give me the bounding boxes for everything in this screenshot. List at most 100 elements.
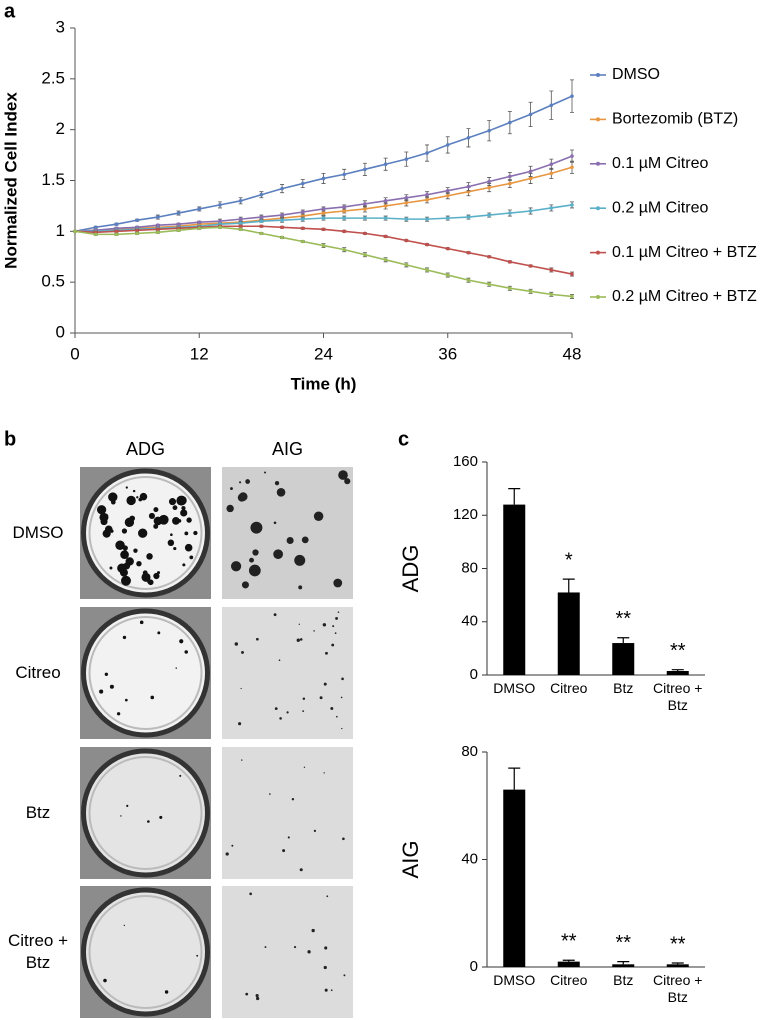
colony — [126, 495, 136, 506]
colony — [245, 479, 250, 484]
colony — [150, 695, 155, 700]
colony — [255, 994, 259, 998]
point — [156, 230, 160, 235]
colony — [122, 545, 128, 551]
point — [363, 231, 367, 236]
point — [383, 162, 388, 167]
legend-marker — [596, 73, 600, 77]
point — [487, 213, 491, 217]
point — [383, 216, 388, 220]
colony — [241, 650, 244, 654]
colony — [278, 659, 281, 662]
colony — [120, 550, 129, 560]
y-tick-label: 80 — [461, 559, 478, 576]
point — [218, 203, 222, 207]
point — [238, 227, 243, 232]
colony — [147, 820, 150, 823]
image-bg — [222, 467, 353, 599]
colony — [121, 575, 131, 586]
colony — [241, 581, 249, 589]
x-tick-label: DMSO — [493, 680, 536, 696]
well-rim — [88, 895, 203, 1009]
significance-label: ** — [615, 932, 631, 954]
colony — [138, 497, 143, 502]
image-bg — [222, 747, 353, 879]
point — [363, 216, 367, 220]
adg-image — [80, 747, 211, 879]
point — [93, 232, 98, 237]
point — [508, 286, 512, 291]
well-rim — [88, 756, 203, 870]
point — [280, 186, 284, 191]
point — [445, 193, 450, 198]
colony — [184, 531, 189, 536]
colony — [286, 536, 294, 545]
colony — [139, 620, 144, 625]
point — [197, 226, 202, 231]
colony — [237, 493, 246, 502]
colony — [121, 528, 128, 534]
y-tick-label: 2 — [56, 119, 65, 138]
colony — [177, 519, 182, 523]
point — [549, 268, 554, 272]
colony — [184, 543, 193, 552]
point — [528, 112, 533, 117]
colony — [319, 696, 323, 700]
point — [425, 217, 429, 221]
colony — [176, 495, 187, 506]
point — [363, 207, 367, 211]
point — [570, 203, 574, 207]
point — [176, 228, 181, 233]
colony — [230, 561, 242, 572]
point — [487, 128, 491, 133]
point — [570, 154, 574, 158]
error-bar — [562, 578, 575, 593]
point — [238, 221, 243, 225]
point — [135, 228, 139, 233]
point — [487, 254, 491, 259]
colony — [264, 946, 267, 948]
point — [259, 215, 264, 219]
x-tick-label: Btz — [613, 680, 634, 696]
colony — [340, 696, 343, 699]
bar — [503, 504, 526, 675]
point — [570, 294, 574, 299]
point — [135, 231, 139, 236]
well — [81, 887, 210, 1017]
point — [259, 192, 264, 197]
point — [342, 205, 347, 209]
colony — [146, 553, 153, 560]
row-label: DMSO — [12, 523, 64, 542]
colony — [115, 540, 125, 551]
colony — [159, 815, 163, 819]
colony — [249, 557, 254, 563]
point — [425, 198, 429, 202]
colony — [274, 707, 278, 711]
well-rim — [88, 476, 203, 590]
point — [114, 222, 119, 227]
colony — [96, 505, 107, 515]
colony — [189, 555, 194, 560]
colony — [184, 650, 188, 654]
colony — [136, 561, 142, 567]
y-tick-label: 0 — [56, 322, 65, 341]
error-bar — [508, 488, 521, 505]
colony — [245, 992, 249, 996]
colony — [99, 689, 104, 694]
colony — [180, 509, 188, 517]
point — [238, 224, 243, 229]
point — [259, 231, 264, 236]
point — [259, 219, 264, 223]
column-header: ADG — [126, 439, 165, 459]
y-tick-label: 0 — [470, 958, 478, 975]
y-tick-label: 120 — [453, 506, 478, 523]
point — [570, 272, 574, 276]
point — [363, 167, 367, 172]
point — [300, 239, 305, 244]
colony — [164, 990, 169, 994]
colony — [104, 513, 109, 518]
x-tick-label: DMSO — [493, 972, 536, 988]
colony — [299, 638, 303, 641]
y-tick-label: 1 — [56, 221, 65, 240]
colony — [323, 682, 327, 686]
